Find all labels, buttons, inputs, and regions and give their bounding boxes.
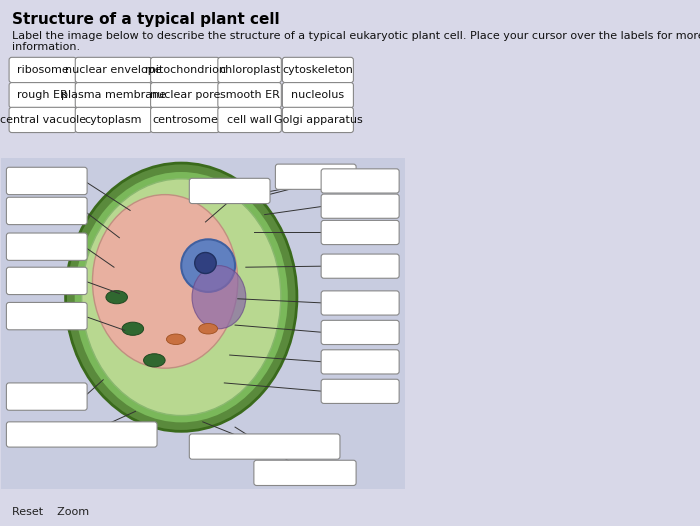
Text: central vacuole: central vacuole: [0, 115, 86, 125]
FancyBboxPatch shape: [321, 220, 399, 245]
FancyBboxPatch shape: [321, 379, 399, 403]
Text: ribosome: ribosome: [17, 65, 69, 75]
Text: cytoplasm: cytoplasm: [85, 115, 142, 125]
FancyBboxPatch shape: [218, 83, 281, 108]
Ellipse shape: [167, 334, 186, 345]
FancyBboxPatch shape: [321, 350, 399, 374]
FancyBboxPatch shape: [321, 194, 399, 218]
Text: Structure of a typical plant cell: Structure of a typical plant cell: [12, 12, 279, 27]
FancyBboxPatch shape: [9, 57, 76, 83]
FancyBboxPatch shape: [321, 291, 399, 315]
Text: nuclear pore: nuclear pore: [150, 90, 220, 100]
FancyBboxPatch shape: [9, 107, 76, 133]
FancyBboxPatch shape: [6, 267, 87, 295]
Ellipse shape: [192, 266, 246, 329]
FancyBboxPatch shape: [6, 233, 87, 260]
FancyBboxPatch shape: [76, 107, 152, 133]
Text: nucleolus: nucleolus: [291, 90, 344, 100]
FancyBboxPatch shape: [6, 422, 157, 447]
FancyBboxPatch shape: [218, 107, 281, 133]
FancyBboxPatch shape: [76, 57, 152, 83]
Text: plasma membrane: plasma membrane: [61, 90, 166, 100]
FancyBboxPatch shape: [6, 302, 87, 330]
Text: smooth ER: smooth ER: [220, 90, 279, 100]
Ellipse shape: [195, 252, 216, 274]
FancyBboxPatch shape: [1, 158, 405, 489]
Ellipse shape: [181, 239, 235, 292]
FancyBboxPatch shape: [150, 107, 219, 133]
FancyBboxPatch shape: [189, 178, 270, 204]
FancyBboxPatch shape: [275, 164, 356, 189]
Ellipse shape: [106, 290, 127, 304]
FancyBboxPatch shape: [321, 320, 399, 345]
FancyBboxPatch shape: [218, 57, 281, 83]
Ellipse shape: [66, 163, 297, 431]
Text: Golgi apparatus: Golgi apparatus: [274, 115, 363, 125]
FancyBboxPatch shape: [282, 57, 354, 83]
Text: chloroplast: chloroplast: [219, 65, 280, 75]
FancyBboxPatch shape: [254, 460, 356, 485]
Text: centrosome: centrosome: [152, 115, 218, 125]
FancyBboxPatch shape: [282, 107, 354, 133]
FancyBboxPatch shape: [76, 83, 152, 108]
FancyBboxPatch shape: [6, 383, 87, 410]
Text: cytoskeleton: cytoskeleton: [283, 65, 354, 75]
FancyBboxPatch shape: [150, 57, 219, 83]
Text: Label the image below to describe the structure of a typical eukaryotic plant ce: Label the image below to describe the st…: [12, 31, 700, 52]
FancyBboxPatch shape: [9, 83, 76, 108]
Text: cell wall: cell wall: [227, 115, 272, 125]
FancyBboxPatch shape: [321, 254, 399, 278]
Ellipse shape: [92, 195, 238, 368]
FancyBboxPatch shape: [150, 83, 219, 108]
Ellipse shape: [122, 322, 144, 336]
Ellipse shape: [82, 179, 281, 416]
Text: Reset    Zoom: Reset Zoom: [12, 507, 89, 517]
FancyBboxPatch shape: [282, 83, 354, 108]
FancyBboxPatch shape: [6, 167, 87, 195]
Text: mitochondrion: mitochondrion: [144, 65, 225, 75]
Text: nuclear envelope: nuclear envelope: [65, 65, 162, 75]
FancyBboxPatch shape: [6, 197, 87, 225]
Ellipse shape: [199, 323, 218, 334]
FancyBboxPatch shape: [321, 169, 399, 193]
Text: rough ER: rough ER: [18, 90, 68, 100]
FancyBboxPatch shape: [189, 434, 340, 459]
Ellipse shape: [74, 171, 289, 423]
Ellipse shape: [144, 354, 165, 367]
